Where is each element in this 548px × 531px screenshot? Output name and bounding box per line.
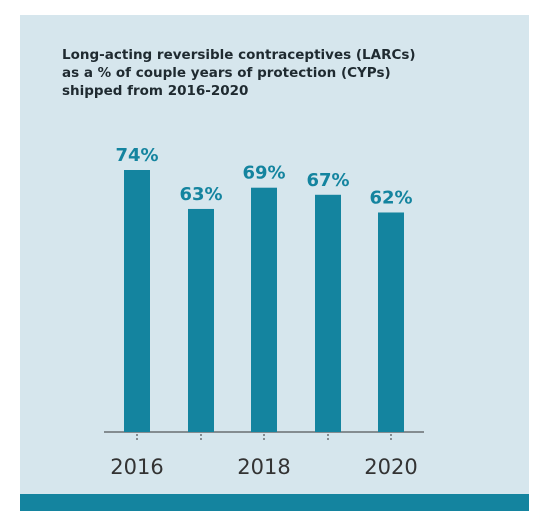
data-label-2019: 67% [306, 170, 349, 191]
x-tick-label-2018: 2018 [237, 455, 290, 479]
data-label-2016: 74% [115, 145, 158, 166]
chart-title: Long-acting reversible contraceptives (L… [62, 46, 482, 100]
bar-2017 [188, 208, 214, 432]
bar-2020 [378, 212, 404, 432]
bar-2019 [315, 194, 341, 432]
title-line-2: as a % of couple years of protection (CY… [62, 65, 391, 81]
x-tick-label-2020: 2020 [364, 455, 417, 479]
bottom-accent-bar [20, 494, 529, 511]
data-label-2018: 69% [242, 163, 285, 184]
data-label-2017: 63% [179, 184, 222, 205]
bar-2016 [124, 170, 150, 432]
bar-2018 [251, 187, 277, 432]
x-tick-label-2016: 2016 [110, 455, 163, 479]
title-line-1: Long-acting reversible contraceptives (L… [62, 47, 416, 63]
title-line-3: shipped from 2016-2020 [62, 83, 249, 99]
data-label-2020: 62% [369, 187, 412, 208]
